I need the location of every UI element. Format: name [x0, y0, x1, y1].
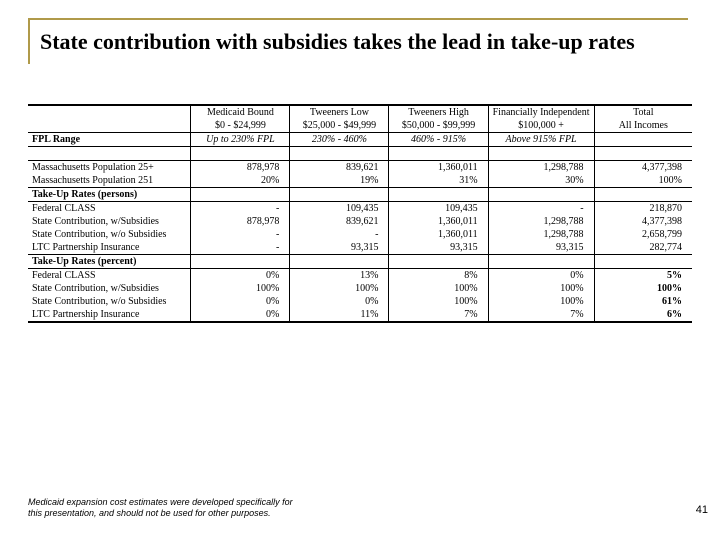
hdr-finind: Financially Independent	[488, 105, 594, 119]
header-row-3: FPL Range Up to 230% FPL 230% - 460% 460…	[28, 132, 692, 146]
row-fc2: Federal CLASS 0% 13% 8% 0% 5%	[28, 268, 692, 282]
header-row-2: $0 - $24,999 $25,000 - $49,999 $50,000 -…	[28, 119, 692, 133]
table-container: Medicaid Bound Tweeners Low Tweeners Hig…	[28, 104, 692, 323]
row-scw2: State Contribution, w/Subsidies 100% 100…	[28, 282, 692, 295]
footnote-text: Medicaid expansion cost estimates were d…	[28, 497, 298, 518]
row-pop251: Massachusetts Population 251 20% 19% 31%…	[28, 174, 692, 188]
row-pop25: Massachusetts Population 25+ 878,978 839…	[28, 160, 692, 174]
row-ltc2: LTC Partnership Insurance 0% 11% 7% 7% 6…	[28, 308, 692, 322]
page-title: State contribution with subsidies takes …	[40, 28, 688, 56]
spacer-row	[28, 146, 692, 160]
row-ltc1: LTC Partnership Insurance - 93,315 93,31…	[28, 241, 692, 255]
hdr-blank	[28, 105, 191, 119]
title-frame: State contribution with subsidies takes …	[28, 18, 688, 64]
page-number: 41	[696, 504, 708, 516]
hdr-tweenlow: Tweeners Low	[290, 105, 389, 119]
row-fc1: Federal CLASS - 109,435 109,435 - 218,87…	[28, 201, 692, 215]
row-scwo1: State Contribution, w/o Subsidies - - 1,…	[28, 228, 692, 241]
hdr-total: Total	[594, 105, 692, 119]
section-percent: Take-Up Rates (percent)	[28, 254, 692, 268]
row-scwo2: State Contribution, w/o Subsidies 0% 0% …	[28, 295, 692, 308]
header-row-1: Medicaid Bound Tweeners Low Tweeners Hig…	[28, 105, 692, 119]
row-scw1: State Contribution, w/Subsidies 878,978 …	[28, 215, 692, 228]
hdr-tweenhigh: Tweeners High	[389, 105, 488, 119]
section-persons: Take-Up Rates (persons)	[28, 187, 692, 201]
hdr-medicaid: Medicaid Bound	[191, 105, 290, 119]
takeup-table: Medicaid Bound Tweeners Low Tweeners Hig…	[28, 104, 692, 323]
